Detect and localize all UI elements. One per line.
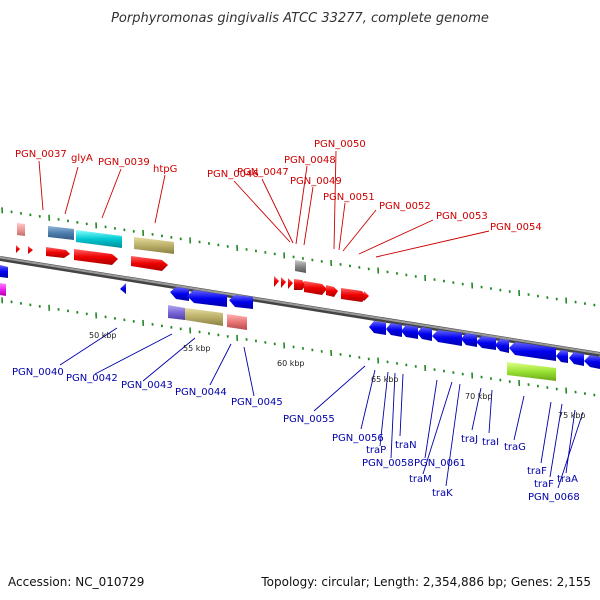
- feature-red-arrow[interactable]: [28, 246, 33, 254]
- genome-backbone: [0, 256, 600, 357]
- gene-label-bottom[interactable]: PGN_0044: [175, 387, 227, 398]
- feature-red-arrow[interactable]: [16, 245, 20, 253]
- gene-label-bottom[interactable]: traP: [366, 445, 386, 456]
- gene-label-bottom[interactable]: traF: [527, 466, 547, 477]
- gene-label-top[interactable]: htpG: [153, 164, 177, 175]
- scale-label: 70 kbp: [465, 392, 493, 401]
- feature-box[interactable]: [134, 237, 174, 254]
- scale-label: 60 kbp: [277, 359, 305, 368]
- feature-magenta-box[interactable]: [0, 283, 6, 296]
- gene-label-bottom[interactable]: PGN_0043: [121, 380, 173, 391]
- feature-blue-arrow[interactable]: [120, 283, 126, 294]
- feature-box[interactable]: [227, 314, 247, 330]
- feature-blue-arrow[interactable]: [170, 287, 189, 301]
- feature-box[interactable]: [48, 226, 74, 240]
- reverse-features: [0, 265, 600, 381]
- feature-red-arrow[interactable]: [274, 276, 279, 287]
- gene-label-top[interactable]: PGN_0054: [490, 222, 542, 233]
- gene-label-bottom[interactable]: traF: [534, 479, 554, 490]
- feature-blue-arrow[interactable]: [556, 350, 568, 363]
- feature-blue-arrow[interactable]: [569, 352, 584, 366]
- gene-label-bottom[interactable]: PGN_0042: [66, 373, 118, 384]
- gene-label-bottom[interactable]: PGN_0068: [528, 492, 580, 503]
- feature-blue-arrow[interactable]: [432, 330, 462, 346]
- feature-red-arrow[interactable]: [364, 291, 369, 301]
- feature-blue-arrow[interactable]: [369, 321, 386, 335]
- top-leader-lines: [38, 150, 490, 258]
- gene-label-bottom[interactable]: traI: [482, 437, 499, 448]
- feature-blue-arrow[interactable]: [229, 295, 253, 309]
- feature-blue-arrow[interactable]: [386, 323, 402, 337]
- feature-blue-arrow[interactable]: [476, 336, 496, 350]
- scale-label: 65 kbp: [371, 375, 399, 384]
- forward-features: [16, 223, 369, 302]
- gene-label-top[interactable]: glyA: [71, 153, 93, 164]
- scale-label: 55 kbp: [183, 344, 211, 353]
- feature-box[interactable]: [17, 223, 25, 236]
- gene-label-bottom[interactable]: PGN_0055: [283, 414, 335, 425]
- accession-text: Accession: NC_010729: [8, 575, 144, 589]
- gene-label-top[interactable]: PGN_0046: [207, 169, 259, 180]
- gene-label-bottom[interactable]: traA: [557, 474, 578, 485]
- feature-red-arrow[interactable]: [326, 285, 338, 297]
- scale-label: 75 kbp: [558, 411, 586, 420]
- feature-box[interactable]: [168, 305, 185, 320]
- gene-label-bottom[interactable]: PGN_0045: [231, 397, 283, 408]
- feature-red-arrow[interactable]: [281, 277, 286, 288]
- topology-summary: Topology: circular; Length: 2,354,886 bp…: [260, 575, 591, 589]
- tick-marks: [1, 207, 596, 397]
- gene-label-top[interactable]: PGN_0052: [379, 201, 431, 212]
- feature-blue-arrow[interactable]: [401, 325, 418, 339]
- feature-red-arrow[interactable]: [304, 281, 327, 295]
- gene-label-bottom[interactable]: PGN_0056: [332, 433, 384, 444]
- feature-box[interactable]: [185, 308, 223, 326]
- gene-label-top[interactable]: PGN_0039: [98, 157, 150, 168]
- feature-blue-arrow[interactable]: [187, 290, 227, 307]
- feature-box[interactable]: [76, 230, 122, 248]
- feature-red-arrow[interactable]: [294, 279, 306, 290]
- feature-box[interactable]: [295, 260, 306, 273]
- feature-box[interactable]: [507, 362, 556, 381]
- gene-label-top[interactable]: PGN_0053: [436, 211, 488, 222]
- feature-red-arrow[interactable]: [341, 288, 367, 302]
- feature-blue-arrow[interactable]: [417, 327, 432, 341]
- gene-label-top[interactable]: PGN_0051: [323, 192, 375, 203]
- feature-blue-arrow[interactable]: [584, 355, 600, 369]
- gene-label-top[interactable]: PGN_0037: [15, 149, 67, 160]
- map-title: Porphyromonas gingivalis ATCC 33277, com…: [111, 11, 489, 26]
- gene-label-bottom[interactable]: traJ: [461, 434, 478, 445]
- feature-red-arrow[interactable]: [46, 247, 70, 258]
- gene-label-bottom[interactable]: PGN_0061: [414, 458, 466, 469]
- gene-label-top[interactable]: PGN_0050: [314, 139, 366, 150]
- gene-label-bottom[interactable]: PGN_0040: [12, 367, 64, 378]
- gene-label-bottom[interactable]: traM: [409, 474, 432, 485]
- gene-label-top[interactable]: PGN_0049: [290, 176, 342, 187]
- bottom-leader-lines: [59, 327, 584, 489]
- gene-label-top[interactable]: PGN_0047: [237, 167, 289, 178]
- feature-red-arrow[interactable]: [288, 278, 293, 289]
- feature-blue-arrow[interactable]: [461, 333, 477, 347]
- scale-label: 50 kbp: [89, 331, 117, 340]
- feature-red-arrow[interactable]: [131, 256, 168, 271]
- gene-label-bottom[interactable]: traG: [504, 442, 526, 453]
- gene-label-bottom[interactable]: PGN_0058: [362, 458, 414, 469]
- feature-blue-arrow[interactable]: [509, 342, 556, 361]
- gene-label-bottom[interactable]: traK: [432, 488, 453, 499]
- feature-red-arrow[interactable]: [74, 249, 118, 265]
- feature-blue-arrow[interactable]: [495, 339, 509, 353]
- gene-label-top[interactable]: PGN_0048: [284, 155, 336, 166]
- feature-blue-arrow[interactable]: [0, 265, 8, 278]
- gene-label-bottom[interactable]: traN: [395, 440, 417, 451]
